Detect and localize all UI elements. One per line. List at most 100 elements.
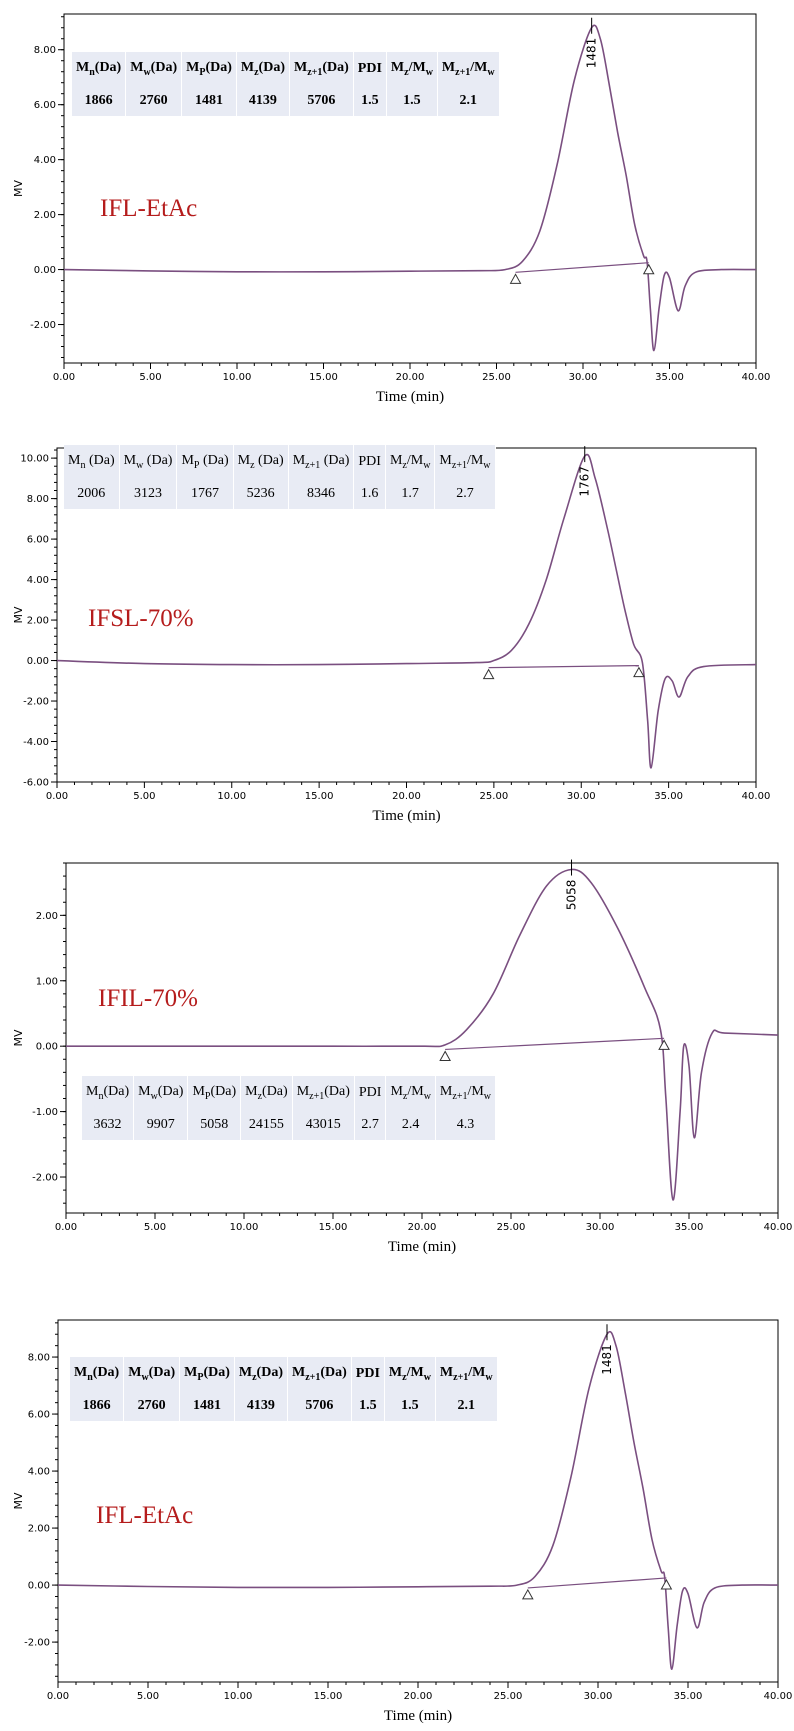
header-mw: Mw (Da) — [119, 445, 177, 479]
x-axis-label: Time (min) — [384, 1708, 452, 1724]
header-mz-mw: Mz/Mw — [386, 1076, 435, 1110]
value-mz1-mw: 2.7 — [435, 479, 495, 509]
x-tick-label: 20.00 — [392, 791, 421, 802]
header-mp: MP(Da) — [182, 52, 237, 86]
y-tick-label: -2.00 — [23, 697, 49, 708]
chart-panel-2: 0.00 5.00 10.00 15.00 20.00 25.00 30.00 35.00 40… — [0, 410, 794, 840]
value-mz-mw: 2.4 — [386, 1110, 435, 1140]
header-mz: Mz(Da) — [236, 52, 289, 86]
x-axis-label: Time (min) — [376, 389, 444, 405]
x-tick-label: 40.00 — [764, 1691, 793, 1702]
value-mp: 5058 — [188, 1110, 241, 1140]
x-tick-label: 5.00 — [139, 372, 161, 383]
y-tick-label: 10.00 — [20, 454, 49, 465]
x-tick-label: 10.00 — [223, 372, 252, 383]
value-mw: 2760 — [126, 86, 182, 116]
header-mw: Mw(Da) — [126, 52, 182, 86]
x-tick-label: 40.00 — [764, 1222, 793, 1233]
y-axis-label: MV — [12, 606, 25, 623]
chart-panel-3: 0.00 5.00 10.00 15.00 20.00 25.00 30.00 35.00 40… — [0, 840, 794, 1280]
value-mz: 4139 — [236, 86, 289, 116]
value-mp: 1481 — [180, 1391, 235, 1421]
header-mw: Mw(Da) — [134, 1076, 188, 1110]
x-tick-label: 25.00 — [497, 1222, 526, 1233]
value-mn: 1866 — [72, 86, 126, 116]
value-mn: 2006 — [64, 479, 119, 509]
value-mz-mw: 1.7 — [385, 479, 434, 509]
value-mn: 1866 — [70, 1391, 124, 1421]
header-mz1: Mz+1(Da) — [287, 1357, 351, 1391]
peak-label: 1481 — [600, 1344, 614, 1375]
baseline-marker — [634, 668, 644, 677]
x-tick-label: 25.00 — [480, 791, 509, 802]
x-tick-label: 15.00 — [309, 372, 338, 383]
x-tick-label: 10.00 — [217, 791, 246, 802]
x-tick-label: 30.00 — [586, 1222, 615, 1233]
header-mn: Mn(Da) — [82, 1076, 134, 1110]
header-mz-mw: Mz/Mw — [386, 52, 437, 86]
chromatogram-trace — [66, 869, 778, 1199]
integration-baseline — [516, 263, 649, 273]
x-tick-label: 15.00 — [314, 1691, 343, 1702]
header-mn: Mn(Da) — [70, 1357, 124, 1391]
x-tick-label: 40.00 — [742, 791, 771, 802]
x-axis-label: Time (min) — [388, 1239, 456, 1255]
plot-frame — [66, 863, 778, 1213]
sample-label: IFL-EtAc — [96, 1502, 193, 1530]
value-mz-mw: 1.5 — [384, 1391, 435, 1421]
y-tick-label: 0.00 — [27, 656, 49, 667]
y-tick-label: 8.00 — [27, 494, 49, 505]
x-tick-label: 30.00 — [584, 1691, 613, 1702]
header-mp: MP (Da) — [177, 445, 233, 479]
x-tick-label: 10.00 — [230, 1222, 259, 1233]
x-tick-label: 30.00 — [569, 372, 598, 383]
x-tick-label: 15.00 — [319, 1222, 348, 1233]
chromatogram-3: 0.00 5.00 10.00 15.00 20.00 25.00 30.00 35.00 40… — [0, 840, 794, 1280]
y-tick-label: 0.00 — [28, 1581, 50, 1592]
header-mn: Mn(Da) — [72, 52, 126, 86]
x-tick-label: 35.00 — [655, 372, 684, 383]
x-tick-label: 0.00 — [47, 1691, 69, 1702]
value-pdi: 1.5 — [353, 86, 386, 116]
y-tick-label: 6.00 — [28, 1410, 50, 1421]
header-mz: Mz (Da) — [233, 445, 288, 479]
integration-baseline — [445, 1038, 664, 1049]
y-axis-label: MV — [12, 1029, 25, 1046]
peak-label: 5058 — [565, 880, 579, 911]
x-tick-label: 5.00 — [133, 791, 155, 802]
x-tick-label: 5.00 — [144, 1222, 166, 1233]
y-tick-label: 4.00 — [34, 155, 56, 166]
value-mz: 5236 — [233, 479, 288, 509]
baseline-marker — [659, 1040, 669, 1049]
y-tick-label: 2.00 — [34, 210, 56, 221]
y-tick-label: -4.00 — [23, 737, 49, 748]
mw-table: Mn (Da) Mw (Da) MP (Da) Mz (Da) Mz+1 (Da… — [64, 445, 496, 509]
x-tick-label: 35.00 — [675, 1222, 704, 1233]
y-tick-label: 0.00 — [34, 265, 56, 276]
x-tick-label: 20.00 — [396, 372, 425, 383]
header-mn: Mn (Da) — [64, 445, 119, 479]
header-mz-mw: Mz/Mw — [385, 445, 434, 479]
y-tick-label: -2.00 — [32, 1173, 58, 1184]
mw-table: Mn(Da) Mw(Da) MP(Da) Mz(Da) Mz+1(Da) PDI… — [72, 52, 500, 116]
header-mp: MP(Da) — [188, 1076, 241, 1110]
value-pdi: 1.5 — [351, 1391, 384, 1421]
y-tick-label: 6.00 — [27, 535, 49, 546]
peak-label: 1481 — [585, 38, 599, 69]
integration-baseline — [489, 666, 639, 668]
y-tick-label: -2.00 — [24, 1638, 50, 1649]
x-tick-label: 0.00 — [55, 1222, 77, 1233]
y-tick-label: 0.00 — [36, 1042, 58, 1053]
x-tick-label: 25.00 — [494, 1691, 523, 1702]
x-tick-label: 35.00 — [654, 791, 683, 802]
baseline-marker — [484, 670, 494, 679]
header-mz1-mw: Mz+1/Mw — [435, 445, 495, 479]
y-tick-label: 2.00 — [36, 911, 58, 922]
baseline-marker — [511, 274, 521, 283]
header-pdi: PDI — [351, 1357, 384, 1391]
mw-table: Mn(Da) Mw(Da) MP(Da) Mz(Da) Mz+1(Da) PDI… — [70, 1357, 498, 1421]
value-mz1: 5706 — [287, 1391, 351, 1421]
value-mw: 9907 — [134, 1110, 188, 1140]
value-mp: 1481 — [182, 86, 237, 116]
header-mz1: Mz+1 (Da) — [288, 445, 354, 479]
